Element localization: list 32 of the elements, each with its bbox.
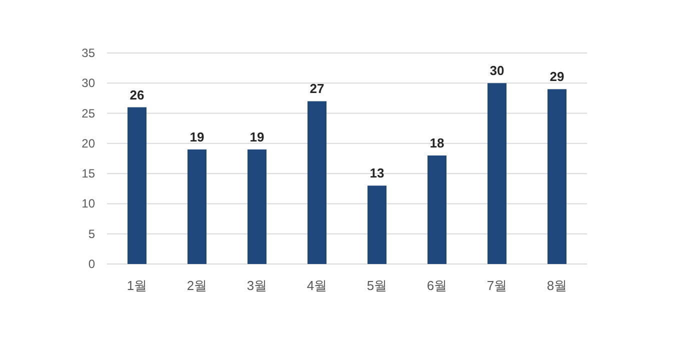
y-tick-label: 30 xyxy=(82,76,96,90)
y-tick-label: 15 xyxy=(82,166,96,181)
data-label: 26 xyxy=(130,87,144,102)
bar xyxy=(248,149,266,264)
x-tick-label: 7월 xyxy=(486,278,508,293)
x-tick-label: 4월 xyxy=(306,278,328,293)
data-label: 27 xyxy=(310,81,324,96)
bar xyxy=(548,89,566,264)
y-tick-label: 0 xyxy=(88,257,96,271)
data-label: 30 xyxy=(490,63,504,78)
data-label: 19 xyxy=(250,129,264,144)
x-tick-label: 6월 xyxy=(426,278,448,293)
y-tick-label: 35 xyxy=(82,46,96,60)
x-tick-label: 5월 xyxy=(366,278,388,293)
x-tick-label: 3월 xyxy=(246,278,268,293)
x-tick-label: 1월 xyxy=(126,278,148,293)
y-tick-label: 20 xyxy=(82,136,96,150)
data-label: 13 xyxy=(370,166,384,181)
bar xyxy=(188,149,206,264)
bar xyxy=(128,107,146,264)
bar xyxy=(488,83,506,264)
data-label: 19 xyxy=(190,129,204,144)
bar xyxy=(308,101,326,264)
y-tick-label: 10 xyxy=(82,196,96,211)
y-tick-label: 5 xyxy=(88,226,96,241)
x-tick-label: 2월 xyxy=(186,278,208,293)
data-label: 18 xyxy=(430,135,444,150)
data-label: 29 xyxy=(550,69,564,84)
y-tick-label: 25 xyxy=(82,106,96,120)
bar xyxy=(428,155,446,264)
x-tick-label: 8월 xyxy=(546,278,568,293)
bar xyxy=(368,186,386,264)
